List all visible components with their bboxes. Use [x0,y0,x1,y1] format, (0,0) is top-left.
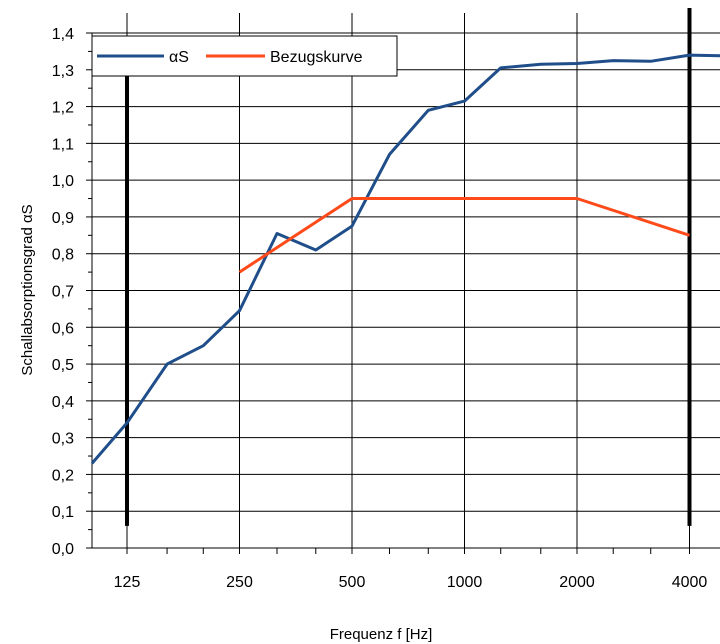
y-tick-label: 0,0 [52,541,74,558]
y-tick-label: 1,1 [52,136,74,153]
y-tick-label: 0,9 [52,210,74,227]
y-tick-label: 1,4 [52,26,74,43]
x-tick-label: 125 [114,574,141,591]
legend: αS Bezugskurve [91,35,398,77]
x-tick-label: 250 [226,574,253,591]
series-line-bezugskurve [238,197,690,274]
y-tick-label: 0,1 [52,504,74,521]
series-line-alpha-s [90,53,720,465]
series [90,53,720,465]
y-tick-label: 0,6 [52,320,74,337]
y-tick-label: 0,2 [52,467,74,484]
x-axis-title: Frequenz f [Hz] [330,626,433,643]
y-tick-label: 0,4 [52,394,74,411]
y-tick-label: 0,8 [52,247,74,264]
reference-markers [125,8,692,526]
y-tick-label: 0,5 [52,357,74,374]
y-tick-label: 0,7 [52,284,74,301]
x-tick-label: 500 [339,574,366,591]
x-tick-label: 2000 [559,574,595,591]
y-axis-title: Schallabsorptionsgrad αS [19,204,36,375]
y-tick-labels: 0,0 0,1 0,2 0,3 0,4 0,5 0,6 0,7 0,8 0,9 1,0 1,1 1,2 1… [52,26,74,558]
x-tick-label: 4000 [672,574,708,591]
legend-label-bezugskurve: Bezugskurve [270,49,363,66]
grid [86,13,720,554]
y-tick-label: 1,2 [52,100,74,117]
legend-label-alpha-s: αS [169,49,189,66]
x-tick-label: 1000 [447,574,483,591]
x-tick-labels: 125 250 500 1000 2000 4000 [114,574,708,591]
y-tick-label: 1,3 [52,63,74,80]
y-tick-label: 1,0 [52,173,74,190]
y-tick-label: 0,3 [52,431,74,448]
